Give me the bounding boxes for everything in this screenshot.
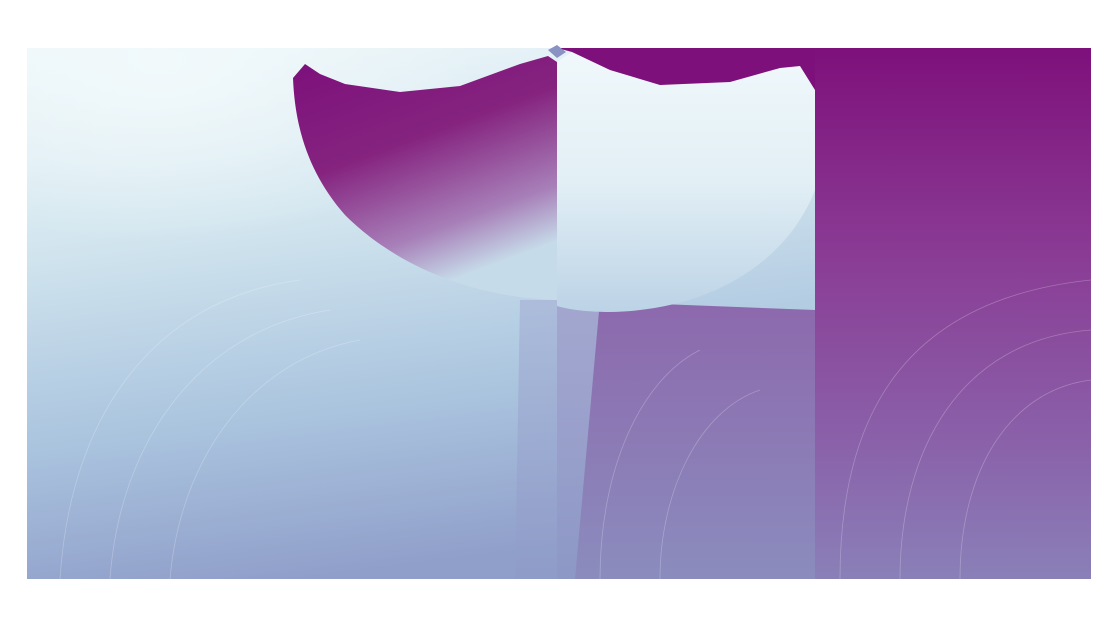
top-strip [557, 48, 815, 90]
contour-lines [59, 279, 1092, 580]
right-field [815, 48, 1091, 579]
center-band [515, 300, 600, 579]
top-notch [548, 45, 566, 58]
middle-bowl [557, 52, 815, 312]
left-bowl [293, 56, 557, 300]
